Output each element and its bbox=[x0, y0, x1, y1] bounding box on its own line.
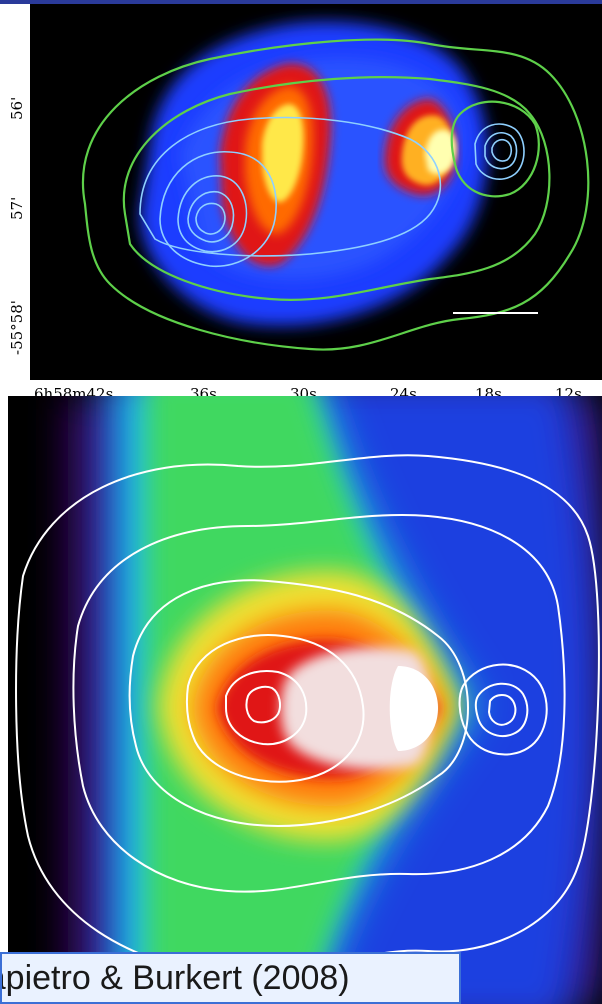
simulation-image bbox=[8, 396, 602, 1004]
y-tick-label: 57' bbox=[8, 196, 26, 220]
top-frame-bar bbox=[0, 0, 602, 4]
y-tick-label: -55°58' bbox=[8, 300, 26, 355]
y-tick-label: 56' bbox=[8, 96, 26, 120]
xray-image bbox=[30, 4, 602, 380]
xray-image-panel bbox=[30, 4, 602, 380]
simulation-image-panel bbox=[8, 396, 602, 1004]
citation-caption: trapietro & Burkert (2008) bbox=[0, 952, 461, 1004]
citation-text: trapietro & Burkert (2008) bbox=[0, 959, 350, 997]
